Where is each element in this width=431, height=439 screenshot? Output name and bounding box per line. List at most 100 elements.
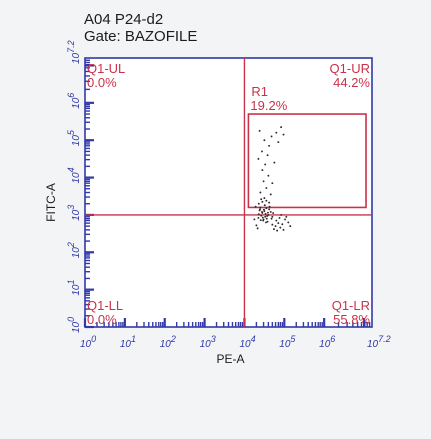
event-dot xyxy=(270,135,273,138)
event-dot xyxy=(265,187,268,189)
event-dot xyxy=(259,208,261,211)
quadrant-ul-percent: 0.0% xyxy=(87,75,117,90)
event-dot xyxy=(257,157,260,160)
event-dot xyxy=(257,213,260,216)
event-dot xyxy=(261,200,264,203)
event-dot xyxy=(280,213,283,216)
event-dot xyxy=(271,223,274,226)
event-dot xyxy=(268,144,271,147)
quadrant-ur-percent: 44.2% xyxy=(333,75,370,90)
event-dot xyxy=(268,201,271,204)
event-dot xyxy=(256,227,259,230)
quadrant-ll-percent: 0.0% xyxy=(87,312,117,327)
event-dot xyxy=(279,226,282,229)
event-dot xyxy=(284,218,287,221)
event-dot xyxy=(259,219,262,222)
quadrant-ur-name: Q1-UR xyxy=(330,61,370,76)
event-dot xyxy=(258,129,261,132)
event-dot xyxy=(266,220,269,223)
event-dot xyxy=(269,210,272,213)
event-dot xyxy=(281,223,284,226)
x-tick-label: 107.2 xyxy=(367,334,391,350)
event-dot xyxy=(271,215,274,218)
sample-title: A04 P24-d2 xyxy=(84,11,164,28)
event-dot xyxy=(285,215,288,218)
event-dot xyxy=(268,205,271,208)
event-dot xyxy=(260,214,263,217)
x-tick-label: 104 xyxy=(239,334,255,350)
event-dot xyxy=(287,221,290,224)
quadrant-ll-name: Q1-LL xyxy=(87,298,123,313)
event-dot xyxy=(270,217,273,220)
y-tick-label: 107.2 xyxy=(66,40,82,64)
event-dot xyxy=(263,210,266,213)
event-dot xyxy=(262,180,265,183)
event-dot xyxy=(264,215,267,218)
event-dot xyxy=(261,210,263,213)
gate-r1-box xyxy=(247,113,367,209)
event-dot xyxy=(263,139,266,142)
x-tick-label: 103 xyxy=(200,334,216,350)
y-tick-label: 104 xyxy=(66,167,82,183)
y-tick-label: 102 xyxy=(66,242,82,258)
event-dot xyxy=(282,228,285,231)
event-dot xyxy=(271,182,274,185)
event-dot xyxy=(254,205,257,208)
event-dot xyxy=(277,141,280,144)
y-tick-label: 106 xyxy=(66,93,82,109)
event-dot xyxy=(253,218,256,221)
event-dot xyxy=(266,154,269,157)
y-tick-label: 103 xyxy=(66,205,82,221)
event-dot xyxy=(265,207,268,210)
y-tick-label: 101 xyxy=(66,279,82,295)
event-dot xyxy=(282,133,285,136)
x-tick-label: 100 xyxy=(80,334,96,350)
gate-label: Gate: BAZOFILE xyxy=(84,28,198,45)
event-dot xyxy=(278,216,281,219)
event-dot xyxy=(255,224,258,227)
event-dot xyxy=(262,219,265,222)
event-dot xyxy=(263,204,266,207)
event-dot xyxy=(261,216,264,219)
event-dot xyxy=(261,169,264,172)
event-dot xyxy=(260,198,263,201)
event-dot xyxy=(276,229,279,232)
event-dot xyxy=(257,216,260,219)
x-axis-label: PE-A xyxy=(216,352,244,366)
gate-r1-name: R1 xyxy=(251,84,268,99)
event-dot xyxy=(259,191,262,194)
event-dot xyxy=(272,212,275,214)
event-dot xyxy=(261,150,263,153)
x-tick-label: 102 xyxy=(160,334,176,350)
event-dot xyxy=(277,222,280,225)
event-dot xyxy=(265,217,268,220)
y-axis-label: FITC-A xyxy=(44,183,58,222)
event-dot xyxy=(274,225,277,228)
y-tick-label: 105 xyxy=(66,129,82,146)
event-dot xyxy=(263,208,265,211)
x-tick-label: 106 xyxy=(319,334,335,350)
event-dot xyxy=(280,126,283,129)
event-dot xyxy=(265,199,268,202)
quadrant-lr-name: Q1-LR xyxy=(332,298,370,313)
event-dot xyxy=(265,221,267,224)
event-dot xyxy=(264,212,267,215)
event-dot xyxy=(263,197,266,200)
event-dot xyxy=(269,193,272,196)
y-tick-label: 100 xyxy=(66,317,82,333)
event-dot xyxy=(273,161,276,164)
gate-r1-percent: 19.2% xyxy=(250,98,287,113)
plot-frame xyxy=(84,57,373,328)
quadrant-lr-percent: 55.8% xyxy=(333,312,370,327)
x-tick-label: 101 xyxy=(120,334,136,350)
event-dot xyxy=(272,228,275,231)
event-dot xyxy=(264,163,267,166)
event-dot xyxy=(257,202,260,205)
event-dot xyxy=(259,206,262,209)
event-dot xyxy=(289,225,292,228)
quadrant-ul-name: Q1-UL xyxy=(87,61,125,76)
event-dot xyxy=(267,174,270,177)
event-dot xyxy=(267,211,269,214)
event-dot xyxy=(275,131,278,134)
